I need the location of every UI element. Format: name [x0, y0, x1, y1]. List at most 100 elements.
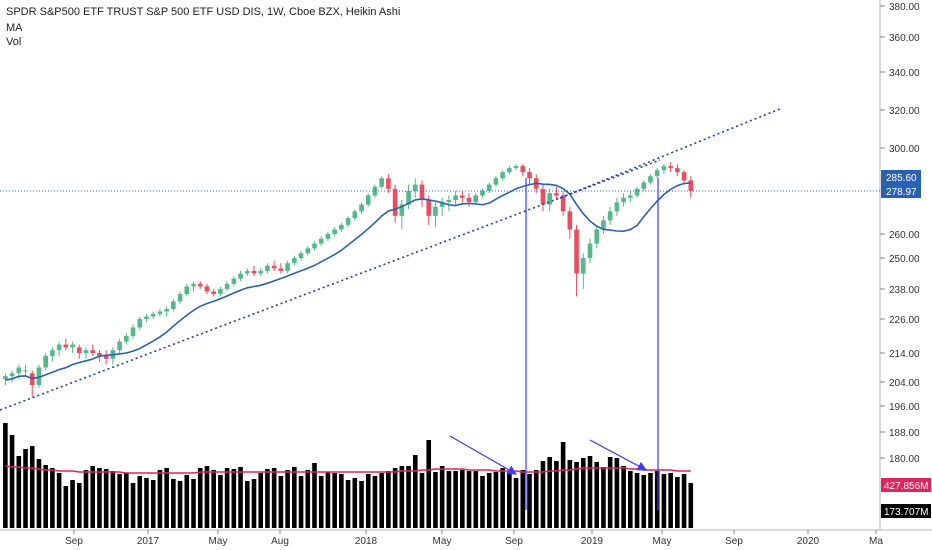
- volume-bar: [527, 474, 532, 528]
- candle-body: [63, 344, 69, 348]
- ma-path: [5, 182, 691, 381]
- candle-body: [191, 283, 196, 287]
- candle-body: [675, 168, 680, 173]
- volume-bar: [56, 473, 62, 528]
- volume-bar: [399, 466, 405, 528]
- ma-legend[interactable]: MA: [6, 22, 23, 34]
- volume-bar: [359, 481, 364, 528]
- candle-body: [554, 193, 559, 196]
- time-axis: Sep 2017 May Aug 2018 May Sep 2019 May Sep 2020 Ma: [65, 530, 883, 547]
- price-tick-label: 226.00: [889, 315, 920, 326]
- volume-bar: [654, 471, 660, 528]
- time-tick-label: May: [653, 536, 672, 547]
- volume-bar: [540, 461, 546, 528]
- candle-body: [668, 166, 673, 169]
- volume-bar: [634, 473, 640, 528]
- volume-ma-line: [5, 465, 691, 474]
- volume-badge: [881, 478, 931, 492]
- volume-bar: [285, 470, 290, 528]
- volume-bar: [110, 471, 116, 528]
- volume-bar: [305, 470, 311, 528]
- candle-body: [460, 195, 465, 198]
- volume-bar: [392, 468, 398, 528]
- ma-line: [5, 182, 691, 381]
- volume-bar: [117, 474, 122, 528]
- price-badge-label: 285.60: [886, 173, 917, 184]
- candle-body: [150, 314, 156, 317]
- candle-body: [681, 172, 687, 181]
- candle-body: [224, 283, 230, 289]
- time-tick-label: 2017: [137, 536, 160, 547]
- volume-bar: [332, 473, 337, 528]
- candle-body: [527, 172, 532, 179]
- volume-bar: [184, 475, 190, 528]
- candle-body: [103, 355, 109, 359]
- volume-bar: [379, 473, 384, 528]
- price-badges: 285.60 278.97 427.856M 173.707M: [881, 170, 931, 518]
- price-tick-label: 214.00: [889, 349, 920, 360]
- candle-body: [628, 195, 633, 198]
- volume-bar: [365, 474, 371, 528]
- time-tick-label: May: [209, 536, 228, 547]
- vol-legend[interactable]: Vol: [6, 36, 22, 48]
- candle-body: [332, 229, 337, 234]
- volume-bar: [90, 466, 96, 528]
- volume-bar: [197, 468, 203, 528]
- volume-bar: [587, 456, 593, 528]
- volume-bar: [144, 478, 149, 528]
- volume-bar: [480, 476, 485, 528]
- candle-body: [231, 278, 237, 284]
- candle-body: [614, 202, 620, 212]
- arrow-2018: [449, 435, 518, 475]
- volume-bar: [453, 471, 458, 528]
- price-tick-label: 320.00: [889, 106, 920, 117]
- candle-body: [218, 289, 223, 294]
- candle-body: [486, 184, 492, 191]
- volume-bar: [43, 465, 48, 528]
- volume-bar: [681, 474, 687, 528]
- candle-body: [386, 178, 391, 189]
- candle-body: [238, 273, 243, 279]
- candle-body: [641, 182, 647, 189]
- volume-bar: [36, 459, 42, 528]
- candle-body: [426, 199, 432, 216]
- volume-bar: [419, 473, 425, 528]
- volume-bar: [103, 469, 109, 528]
- price-tick-label: 340.00: [889, 68, 920, 79]
- volume-bar: [157, 470, 163, 528]
- candle-body: [76, 347, 82, 353]
- volume-bar: [607, 457, 613, 528]
- volume-bar: [83, 470, 89, 528]
- candle-body: [433, 206, 438, 216]
- candle-body: [90, 350, 96, 353]
- volume-bar: [191, 479, 196, 528]
- candle-body: [278, 268, 284, 271]
- price-tick-label: 300.00: [889, 144, 920, 155]
- volume-bar: [3, 423, 8, 528]
- time-tick-label: May: [433, 536, 452, 547]
- volume-bar: [560, 442, 566, 528]
- volume-bar: [574, 462, 579, 528]
- volume-bar: [124, 473, 129, 528]
- candle-body: [312, 243, 317, 249]
- candle-body: [251, 270, 257, 274]
- candle-body: [23, 370, 28, 372]
- volume-bar: [406, 466, 411, 528]
- volume-badge-label: 427.856M: [884, 481, 928, 492]
- candle-body: [601, 220, 606, 230]
- candle-body: [318, 238, 324, 244]
- candle-body: [607, 211, 613, 221]
- volume-bar: [473, 471, 479, 528]
- volume-bar: [278, 476, 284, 528]
- volume-bar: [386, 471, 391, 528]
- candle-body: [453, 195, 458, 200]
- price-tick-label: 238.00: [889, 285, 920, 296]
- candle-body: [507, 168, 512, 173]
- candle-body: [117, 341, 122, 351]
- candle-body: [406, 190, 411, 205]
- volume-bar: [547, 457, 552, 528]
- candle-body: [567, 211, 573, 230]
- candle-body: [574, 229, 579, 274]
